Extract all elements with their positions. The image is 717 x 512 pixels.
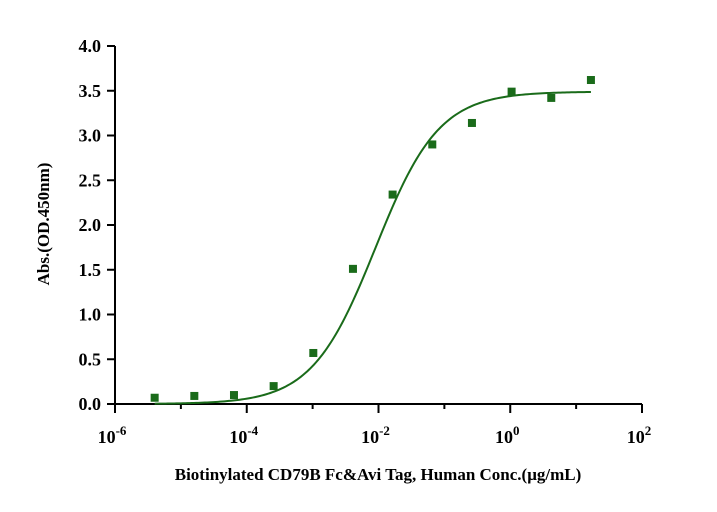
y-axis-title: Abs.(OD.450nm) bbox=[34, 163, 53, 286]
data-point bbox=[507, 87, 516, 96]
x-tick-label: 10-4 bbox=[229, 423, 258, 447]
data-point bbox=[150, 393, 159, 402]
y-tick-label: 2.5 bbox=[79, 170, 102, 190]
data-point bbox=[547, 93, 556, 102]
fit-curve bbox=[154, 91, 591, 405]
data-points bbox=[150, 76, 595, 402]
y-tick-label: 3.5 bbox=[79, 81, 102, 101]
y-tick-label: 1.0 bbox=[79, 305, 102, 325]
y-tick-label: 2.0 bbox=[79, 215, 102, 235]
x-tick-label: 100 bbox=[495, 423, 520, 447]
x-axis-title: Biotinylated CD79B Fc&Avi Tag, Human Con… bbox=[175, 465, 581, 484]
x-tick-label: 10-6 bbox=[98, 423, 127, 447]
y-tick-label: 1.5 bbox=[79, 260, 102, 280]
data-point bbox=[467, 118, 476, 127]
y-tick-label: 4.0 bbox=[79, 36, 102, 56]
data-point bbox=[586, 76, 595, 85]
data-point bbox=[229, 391, 238, 400]
data-point bbox=[388, 190, 397, 199]
ticks: 0.0 0.5 1.0 1.5 2.0 2.5 3.0 3.5 4.0 10-6 10-4 10-2 1… bbox=[79, 36, 652, 447]
data-point bbox=[190, 391, 199, 400]
x-tick-label: 10-2 bbox=[361, 423, 390, 447]
y-tick-label: 0.0 bbox=[79, 394, 102, 414]
fit-layer bbox=[154, 91, 591, 405]
data-point bbox=[348, 264, 357, 273]
y-tick-label: 0.5 bbox=[79, 349, 102, 369]
data-point bbox=[428, 140, 437, 149]
axes bbox=[114, 46, 642, 405]
y-tick-label: 3.0 bbox=[79, 126, 102, 146]
x-tick-label: 102 bbox=[627, 423, 652, 447]
data-point bbox=[269, 382, 278, 391]
data-point bbox=[309, 348, 318, 357]
